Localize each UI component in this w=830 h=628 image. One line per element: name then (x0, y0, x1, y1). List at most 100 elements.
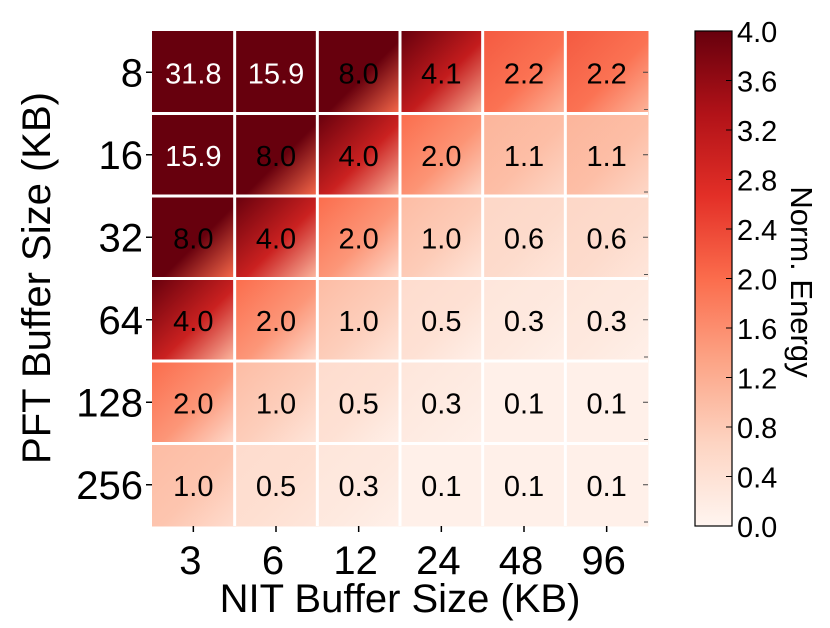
heatmap-cell (565, 278, 649, 362)
x-axis-label: NIT Buffer Size (KB) (220, 577, 581, 621)
cell-value-label: 1.1 (504, 141, 544, 173)
y-tick-label: 256 (76, 464, 143, 508)
cell-value-label: 1.0 (256, 388, 296, 420)
x-tick-label: 48 (499, 539, 544, 583)
cell-value-label: 0.1 (504, 388, 544, 420)
heatmap-cell (234, 361, 318, 444)
x-tick-label: 96 (581, 539, 626, 583)
heatmap-cell (317, 278, 401, 362)
heatmap-cell (234, 31, 318, 114)
cell-value-label: 4.1 (421, 58, 461, 90)
cell-value-label: 4.0 (256, 223, 296, 255)
colorbar-tick-label: 1.6 (737, 314, 777, 346)
heatmap-cell (565, 31, 649, 114)
cell-value-label: 15.9 (248, 58, 304, 90)
cell-value-label: 0.6 (587, 223, 627, 255)
colorbar-label: Norm. Energy (784, 186, 819, 378)
heatmap-cell (565, 113, 649, 197)
cell-value-label: 0.3 (339, 471, 379, 503)
heatmap-cell (152, 196, 236, 279)
y-tick-label: 128 (76, 381, 143, 425)
heatmap-cell (400, 31, 484, 114)
y-axis: 8 16 32 64 128 256 (76, 51, 648, 523)
plot-area (152, 31, 649, 527)
x-tick-label: 6 (262, 539, 284, 583)
colorbar: 0.0 0.4 0.8 1.2 1.6 2.0 2.4 2.8 3.2 3.6 4.0 (694, 17, 777, 544)
colorbar-tick-label: 0.0 (737, 512, 777, 544)
cell-value-label: 0.5 (421, 306, 461, 338)
cell-value-label: 0.5 (339, 388, 379, 420)
cell-value-label: 1.0 (173, 471, 213, 503)
cell-value-label: 0.1 (587, 471, 627, 503)
colorbar-tick-label: 0.8 (737, 413, 777, 445)
cell-value-label: 0.1 (504, 471, 544, 503)
x-axis: 3 6 12 24 48 96 (179, 526, 626, 583)
cell-value-label: 0.5 (256, 471, 296, 503)
y-tick-label: 64 (99, 299, 144, 343)
heatmap-cell (482, 113, 566, 197)
colorbar-tick-label: 2.0 (737, 265, 777, 297)
cell-value-label: 0.1 (421, 471, 461, 503)
heatmap-cell (400, 196, 484, 279)
colorbar-tick-label: 0.4 (737, 463, 777, 495)
heatmap-cell (317, 443, 401, 527)
heatmap-cell (400, 361, 484, 444)
colorbar-tick-label: 1.2 (737, 364, 777, 396)
heatmap-cell (482, 31, 566, 114)
heatmap-cell (317, 196, 401, 279)
cell-value-label: 4.0 (339, 141, 379, 173)
cell-value-label: 8.0 (173, 223, 213, 255)
x-tick-label: 3 (179, 539, 201, 583)
cell-value-label: 1.1 (587, 141, 627, 173)
cell-value-label: 0.3 (504, 306, 544, 338)
heatmap-cell (565, 361, 649, 444)
cell-value-label: 1.0 (339, 306, 379, 338)
cell-value-label: 2.0 (256, 306, 296, 338)
cell-value-label: 2.2 (504, 58, 544, 90)
heatmap-cell (400, 443, 484, 527)
colorbar-tick-label: 3.2 (737, 116, 777, 148)
heatmap-cell (152, 31, 236, 114)
cell-value-label: 4.0 (173, 306, 213, 338)
y-tick-label: 8 (121, 51, 143, 95)
cell-value-label: 1.0 (421, 223, 461, 255)
heatmap-cell (317, 31, 401, 114)
cell-value-label: 31.8 (165, 58, 221, 90)
heatmap-cell (152, 278, 236, 362)
heatmap-cell (317, 361, 401, 444)
colorbar-tick-label: 4.0 (737, 17, 777, 49)
cell-value-label: 8.0 (339, 58, 379, 90)
cell-value-label: 2.0 (173, 388, 213, 420)
cell-value-label: 0.6 (504, 223, 544, 255)
heatmap-cell (400, 278, 484, 362)
y-tick-label: 32 (99, 216, 144, 260)
heatmap-cell (234, 196, 318, 279)
heatmap-cell (152, 443, 236, 527)
heatmap-cell (482, 196, 566, 279)
cell-value-label: 2.2 (587, 58, 627, 90)
heatmap-cell (400, 113, 484, 197)
heatmap-cell (565, 443, 649, 527)
colorbar-tick-label: 2.4 (737, 215, 777, 247)
colorbar-tick-label: 3.6 (737, 67, 777, 99)
heatmap-cell (482, 443, 566, 527)
heatmap-cell (152, 113, 236, 197)
cell-value-label: 2.0 (421, 141, 461, 173)
heatmap-cell (482, 278, 566, 362)
cell-value-label: 0.3 (421, 388, 461, 420)
cell-value-labels: 31.8 15.9 8.0 4.1 2.2 2.2 15.9 8.0 4.0 2.0 1.1 1.1 8… (165, 58, 627, 503)
y-axis-label: PFT Buffer Size (KB) (15, 92, 59, 464)
colorbar-tick-label: 2.8 (737, 166, 777, 198)
cell-value-label: 0.1 (587, 388, 627, 420)
heatmap-cell (482, 361, 566, 444)
heatmap-cell (234, 443, 318, 527)
cell-value-label: 0.3 (587, 306, 627, 338)
cell-value-label: 15.9 (165, 141, 221, 173)
x-tick-label: 12 (333, 539, 378, 583)
heatmap-cell (152, 361, 236, 444)
heatmap-cell (234, 278, 318, 362)
cell-value-label: 8.0 (256, 141, 296, 173)
heatmap-cell (234, 113, 318, 197)
